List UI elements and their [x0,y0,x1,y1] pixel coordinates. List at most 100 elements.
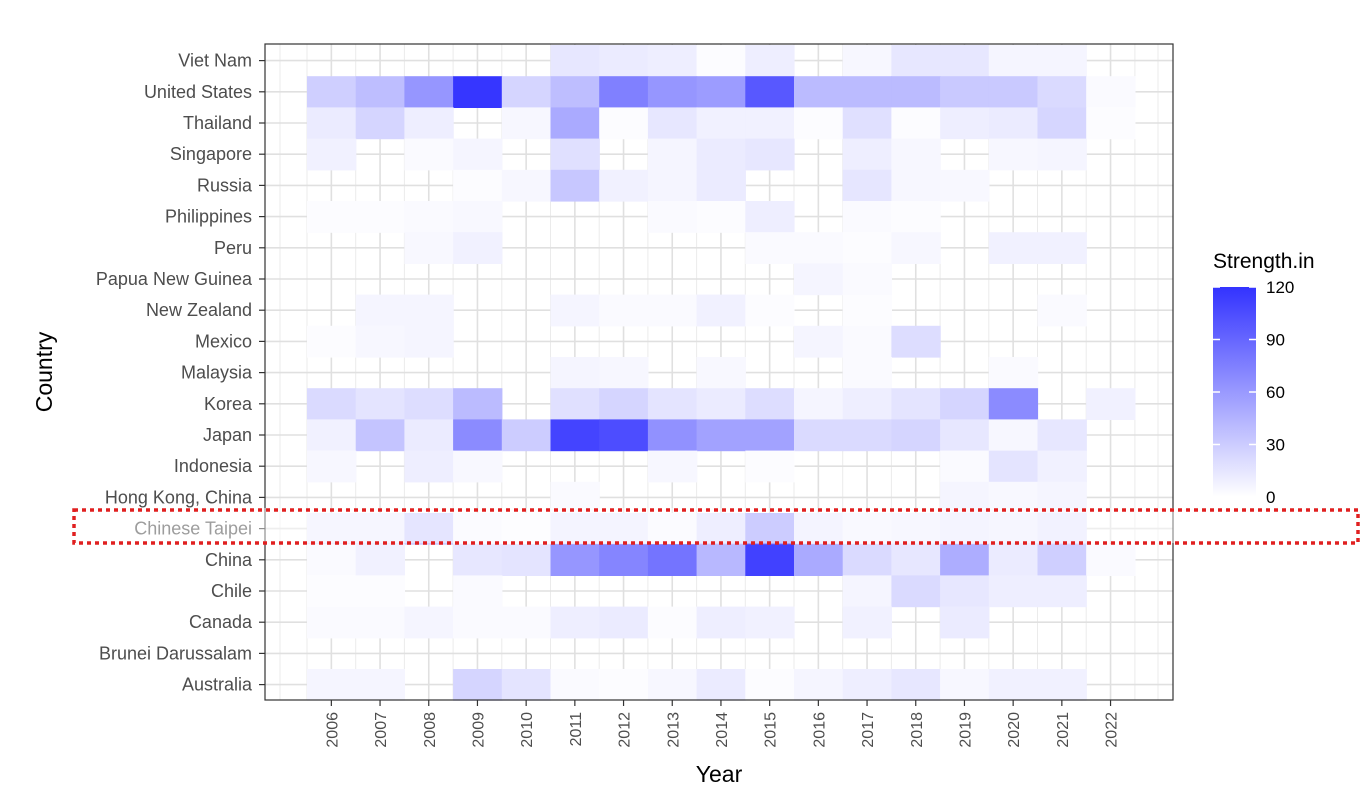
x-tick-label: 2022 [1104,712,1121,748]
heatmap-cell [842,388,892,420]
legend-tick-label: 60 [1266,383,1285,402]
legend-ticks: 120 90 60 30 0 [1213,278,1294,507]
heatmap-cell [842,419,892,452]
y-axis: Viet Nam United States Thailand Singapore Ru… [96,51,265,695]
heatmap-cell [745,76,795,108]
heatmap-cell [355,388,405,420]
heatmap-cell [453,450,503,483]
y-tick-label: Philippines [165,207,252,227]
heatmap-cell [453,513,503,545]
heatmap-cell [453,606,503,639]
heatmap-cell [794,107,844,140]
heatmap-cell [891,45,941,77]
heatmap-cell [550,138,600,171]
legend: Strength.in 120 90 60 30 0 [1213,250,1315,507]
heatmap-cell [647,419,698,452]
legend-tick-label: 0 [1266,488,1275,507]
heatmap-cell [842,107,892,140]
heatmap-cell [355,325,405,358]
heatmap-cell [988,45,1039,77]
heatmap-cell [550,606,600,639]
heatmap-cell [647,76,698,108]
heatmap-cell [501,669,552,701]
heatmap-cell [647,169,698,202]
heatmap-cell [647,107,698,140]
heatmap-cell [404,107,454,140]
heatmap-cell [891,76,941,108]
heatmap-cell [647,138,698,171]
heatmap-cell [842,138,892,171]
x-tick-label: 2014 [714,712,731,748]
heatmap-cell [550,388,600,420]
heatmap-cell [794,263,844,296]
heatmap-cell [599,669,649,701]
heatmap-cell [696,606,746,639]
x-tick-label: 2007 [373,712,390,748]
heatmap-cell [307,669,357,701]
heatmap-cell [647,513,698,545]
heatmap-cell [355,107,405,140]
x-tick-label: 2008 [422,712,439,748]
heatmap-cell [453,419,503,452]
heatmap-cell [940,76,990,108]
heatmap-cell [307,606,357,639]
heatmap-cell [745,419,795,452]
heatmap-cell [550,76,600,108]
heatmap-cell [307,138,357,171]
heatmap-cell [940,388,990,420]
heatmap-cell [940,107,990,140]
heatmap-cell [696,76,746,108]
heatmap-cell [696,357,746,389]
heatmap-cell [891,201,941,233]
heatmap-cell [501,606,552,639]
heatmap-cell [842,669,892,701]
heatmap-cell [988,76,1039,108]
heatmap-cell [453,669,503,701]
heatmap-cell [647,294,698,327]
heatmap-cell [891,169,941,202]
x-tick-label: 2016 [811,712,828,748]
x-tick-label: 2012 [617,712,634,748]
heatmap-cell [842,201,892,233]
heatmap-cell [988,450,1039,483]
heatmap-cell [745,513,795,545]
heatmap-cell [550,419,600,452]
heatmap-cell [355,606,405,639]
y-tick-label: Papua New Guinea [96,269,253,289]
heatmap-cell [550,357,600,389]
heatmap-cell [842,606,892,639]
heatmap-cell [1086,544,1136,576]
highlight-row [72,508,1362,545]
heatmap-cell [794,419,844,452]
y-tick-label: United States [144,82,252,102]
heatmap-cell [647,544,698,576]
heatmap-cell [404,232,454,264]
heatmap-cell [501,544,552,576]
heatmap-cells [307,45,1136,701]
y-tick-label: Singapore [170,144,252,164]
heatmap-cell [842,263,892,296]
heatmap-cell [891,138,941,171]
y-tick-label: Canada [189,612,253,632]
heatmap-cell [550,513,600,545]
heatmap-cell [988,107,1039,140]
heatmap-cell [1037,513,1087,545]
heatmap-cell [745,294,795,327]
heatmap-cell [891,388,941,420]
y-tick-label: Brunei Darussalam [99,643,252,663]
heatmap-cell [647,669,698,701]
heatmap-cell [599,169,649,202]
heatmap-cell [794,232,844,264]
x-tick-label: 2010 [519,712,536,748]
legend-tick-label: 90 [1266,331,1285,350]
heatmap-cell [647,388,698,420]
heatmap-cell [940,450,990,483]
heatmap-cell [550,481,600,514]
heatmap-cell [1086,107,1136,140]
heatmap-cell [599,544,649,576]
heatmap-cell [453,575,503,608]
heatmap-cell [647,201,698,233]
x-tick-label: 2015 [763,712,780,748]
heatmap-cell [647,450,698,483]
